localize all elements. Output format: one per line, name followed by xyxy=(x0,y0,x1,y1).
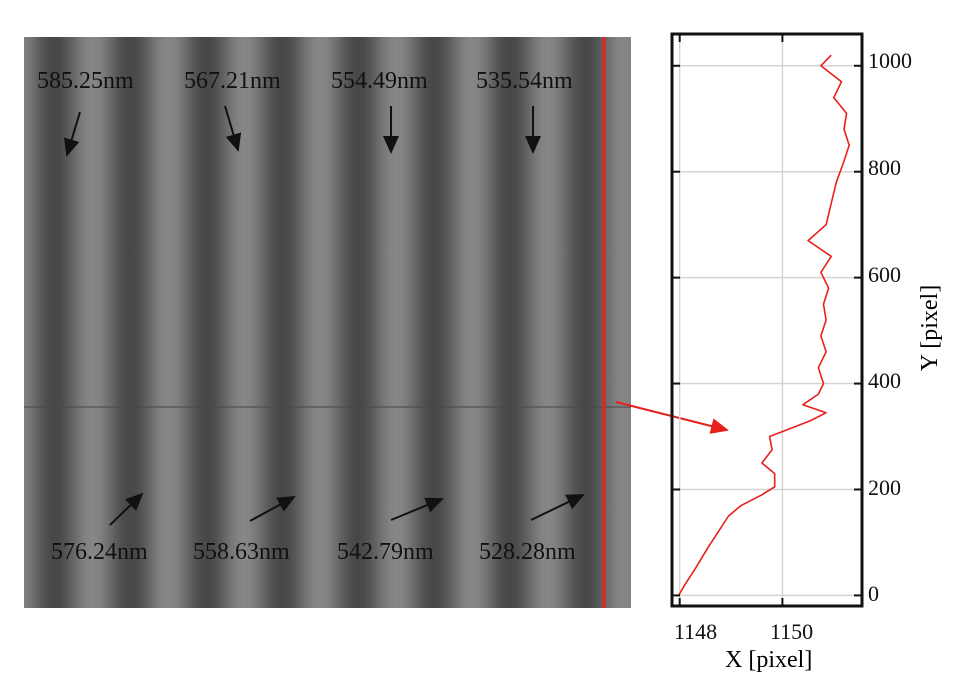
y-tick-label-800: 800 xyxy=(868,155,901,180)
fringe-image xyxy=(24,37,631,608)
wavelength-label-bottom-2: 558.63nm xyxy=(193,539,290,565)
arrow-bottom-4 xyxy=(530,494,585,521)
wavelength-label-bottom-3: 542.79nm xyxy=(337,539,434,565)
x-axis-label: X [pixel] xyxy=(725,647,813,673)
chart-frame xyxy=(670,32,864,608)
chart-ticks xyxy=(672,34,862,606)
wavelength-label-top-3: 554.49nm xyxy=(331,68,428,94)
profile-series-line xyxy=(678,54,851,596)
wavelength-label-top-4: 535.54nm xyxy=(476,68,573,94)
y-tick-label-1000: 1000 xyxy=(868,48,912,73)
chart-grid xyxy=(672,34,862,606)
y-tick-label-0: 0 xyxy=(868,581,879,606)
arrow-bottom-1 xyxy=(109,492,144,526)
y-tick-label-400: 400 xyxy=(868,368,901,393)
x-tick-label-1150: 1150 xyxy=(770,619,814,644)
y-tick-label-600: 600 xyxy=(868,262,901,287)
x-tick-label-1148: 1148 xyxy=(674,619,718,644)
wavelength-label-top-2: 567.21nm xyxy=(184,68,281,94)
arrow-bottom-2 xyxy=(249,496,296,522)
arrow-top-2 xyxy=(224,105,242,152)
wavelength-label-top-1: 585.25nm xyxy=(37,68,134,94)
y-axis-label: Y [pixel] xyxy=(917,284,943,372)
arrow-top-1 xyxy=(63,111,81,157)
y-tick-label-200: 200 xyxy=(868,475,901,500)
wavelength-label-bottom-1: 576.24nm xyxy=(51,539,148,565)
arrow-bottom-3 xyxy=(390,497,444,521)
chart-series xyxy=(678,54,851,596)
wavelength-label-bottom-4: 528.28nm xyxy=(479,539,576,565)
